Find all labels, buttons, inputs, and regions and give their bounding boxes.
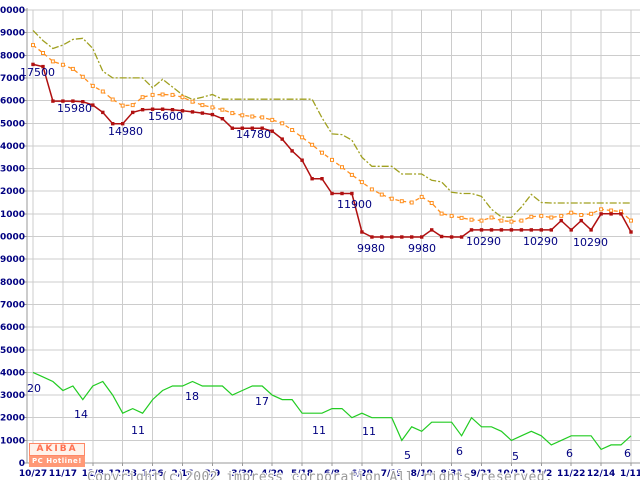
svg-text:1/26: 1/26 bbox=[142, 469, 164, 479]
svg-text:19000: 19000 bbox=[0, 29, 25, 39]
svg-text:12000: 12000 bbox=[0, 187, 25, 197]
svg-text:2000: 2000 bbox=[0, 414, 25, 424]
svg-text:17000: 17000 bbox=[0, 74, 25, 84]
svg-text:14000: 14000 bbox=[0, 142, 25, 152]
svg-text:8/31: 8/31 bbox=[441, 469, 463, 479]
svg-text:5000: 5000 bbox=[0, 346, 25, 356]
svg-text:12/8: 12/8 bbox=[82, 469, 104, 479]
svg-text:5/18: 5/18 bbox=[291, 469, 313, 479]
svg-text:6/8: 6/8 bbox=[324, 469, 340, 479]
svg-text:6000: 6000 bbox=[0, 323, 25, 333]
svg-text:13000: 13000 bbox=[0, 165, 25, 175]
svg-text:12/14: 12/14 bbox=[587, 469, 615, 479]
akiba-pc-hotline-logo: AKIBA PC Hotline! bbox=[29, 443, 85, 467]
svg-text:1000: 1000 bbox=[0, 436, 25, 446]
copyright-watermark: Copyright(c)2002 impress corporation All… bbox=[87, 443, 553, 480]
svg-text:4/20: 4/20 bbox=[261, 469, 283, 479]
svg-text:1/11: 1/11 bbox=[620, 469, 640, 479]
svg-text:11/17: 11/17 bbox=[49, 469, 77, 479]
svg-text:11000: 11000 bbox=[0, 210, 25, 220]
svg-text:7/19: 7/19 bbox=[381, 469, 403, 479]
svg-text:8/10: 8/10 bbox=[411, 469, 433, 479]
svg-text:7000: 7000 bbox=[0, 300, 25, 310]
svg-text:10/12: 10/12 bbox=[497, 469, 525, 479]
svg-text:11/2: 11/2 bbox=[530, 469, 552, 479]
svg-text:9/21: 9/21 bbox=[470, 469, 492, 479]
svg-text:3/30: 3/30 bbox=[231, 469, 253, 479]
svg-text:2/16: 2/16 bbox=[171, 469, 193, 479]
svg-text:18000: 18000 bbox=[0, 51, 25, 61]
svg-text:3/9: 3/9 bbox=[204, 469, 220, 479]
svg-text:15000: 15000 bbox=[0, 119, 25, 129]
svg-text:11/22: 11/22 bbox=[557, 469, 585, 479]
svg-text:10000: 10000 bbox=[0, 233, 25, 243]
svg-text:6/29: 6/29 bbox=[351, 469, 373, 479]
svg-text:20000: 20000 bbox=[0, 6, 25, 16]
copyright-line1: Copyright(c)2002 impress corporation All… bbox=[87, 470, 554, 480]
svg-text:8000: 8000 bbox=[0, 278, 25, 288]
svg-text:10/27: 10/27 bbox=[19, 469, 47, 479]
svg-text:4000: 4000 bbox=[0, 368, 25, 378]
svg-text:9000: 9000 bbox=[0, 255, 25, 265]
svg-text:12/28: 12/28 bbox=[109, 469, 137, 479]
svg-text:0: 0 bbox=[19, 459, 25, 469]
svg-text:3000: 3000 bbox=[0, 391, 25, 401]
svg-text:16000: 16000 bbox=[0, 97, 25, 107]
logo-pc-hotline-text: PC Hotline! bbox=[29, 456, 85, 467]
logo-akiba-text: AKIBA bbox=[29, 443, 85, 456]
